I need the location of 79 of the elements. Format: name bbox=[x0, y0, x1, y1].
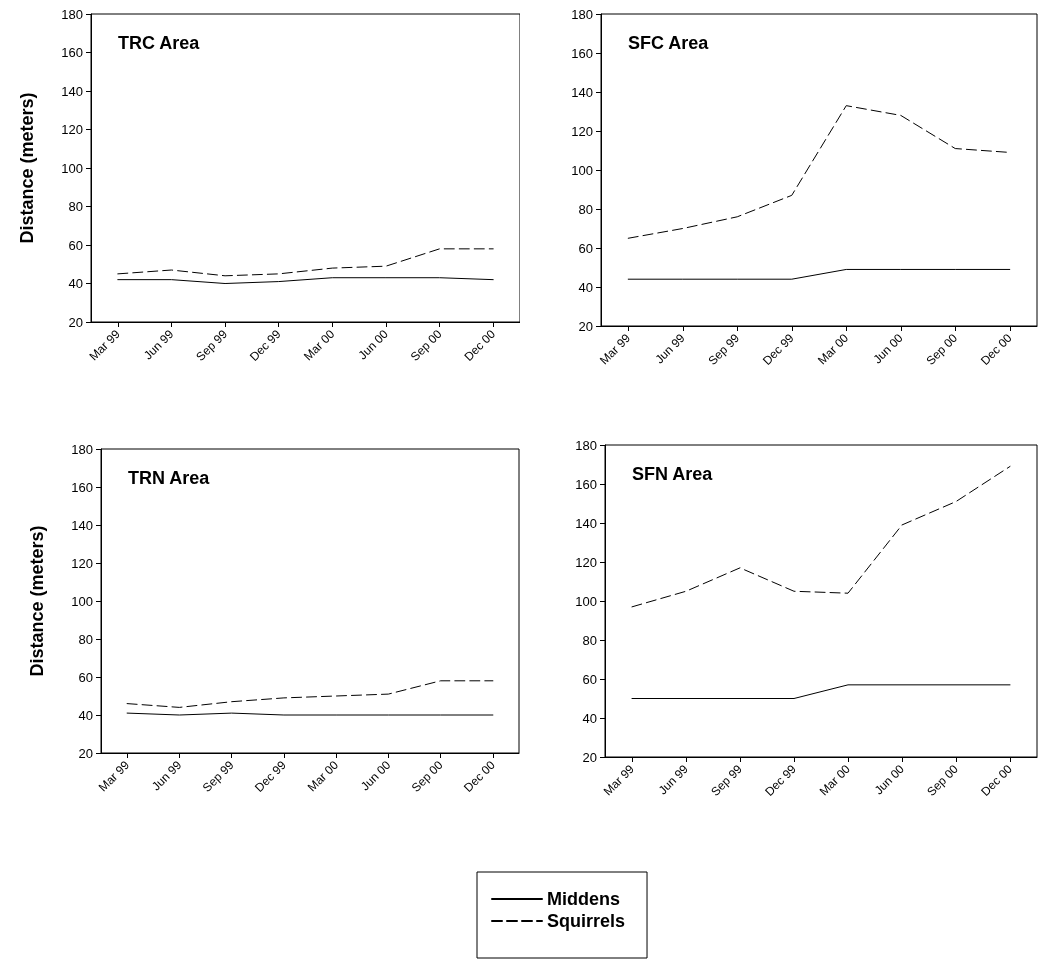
x-tick-label: Jun 00 bbox=[355, 326, 392, 363]
y-tick-label: 80 bbox=[78, 631, 93, 647]
x-tick-label: Sep 99 bbox=[193, 326, 231, 364]
y-tick-label: 60 bbox=[582, 671, 597, 687]
x-tick-label: Dec 99 bbox=[252, 757, 290, 795]
x-tick-label: Mar 99 bbox=[600, 761, 638, 799]
x-tick-label: Jun 00 bbox=[871, 761, 908, 798]
y-tick-label: 180 bbox=[571, 6, 593, 22]
y-tick-label: 160 bbox=[61, 45, 83, 60]
x-tick-label: Sep 99 bbox=[199, 757, 237, 795]
x-tick-label: Sep 99 bbox=[708, 761, 746, 799]
y-tick-label: 120 bbox=[71, 555, 93, 571]
x-tick-label: Jun 99 bbox=[141, 326, 177, 363]
y-tick-label: 40 bbox=[582, 710, 597, 726]
text: SFN Area bbox=[632, 464, 714, 484]
y-tick-label: 100 bbox=[575, 593, 597, 609]
y-tick-label: 40 bbox=[578, 279, 593, 295]
x-tick-label: Jun 00 bbox=[870, 330, 906, 367]
x-tick-label: Mar 99 bbox=[86, 326, 123, 364]
legend-label: Middens bbox=[547, 889, 621, 909]
y-tick-label: 60 bbox=[578, 240, 593, 256]
y-tick-label: 40 bbox=[78, 707, 93, 723]
x-tick-label: Jun 99 bbox=[148, 757, 185, 794]
y-tick-label: 80 bbox=[68, 199, 83, 214]
y-tick-label: 60 bbox=[68, 237, 83, 253]
x-tick-label: Mar 99 bbox=[95, 757, 133, 795]
x-tick-label: Dec 99 bbox=[246, 326, 284, 364]
x-tick-label: Sep 00 bbox=[408, 757, 446, 795]
y-tick-label: 140 bbox=[571, 84, 593, 100]
y-tick-label: 60 bbox=[78, 669, 93, 685]
x-tick-label: Dec 00 bbox=[461, 757, 499, 795]
x-tick-label: Mar 00 bbox=[816, 761, 854, 799]
x-tick-label: Mar 00 bbox=[814, 330, 852, 368]
y-tick-label: 20 bbox=[582, 749, 597, 765]
x-tick-label: Dec 99 bbox=[759, 330, 797, 368]
y-tick-label: 120 bbox=[575, 554, 597, 570]
x-tick-label: Sep 99 bbox=[705, 330, 743, 368]
x-tick-label: Dec 00 bbox=[978, 761, 1016, 799]
line-series bbox=[631, 465, 1011, 608]
y-tick-label: 160 bbox=[71, 479, 93, 495]
y-tick-label: 20 bbox=[78, 745, 93, 761]
y-axis-title: Distance (meters) bbox=[17, 92, 37, 244]
line-series bbox=[117, 248, 494, 277]
x-tick-label: Mar 99 bbox=[596, 330, 634, 368]
y-tick-label: 80 bbox=[582, 632, 597, 648]
y-tick-label: 160 bbox=[575, 476, 597, 492]
y-tick-label: 140 bbox=[71, 517, 93, 533]
text: SFC Area bbox=[628, 33, 710, 53]
y-tick-label: 20 bbox=[578, 318, 593, 334]
x-tick-label: Jun 00 bbox=[357, 757, 394, 794]
y-tick-label: 100 bbox=[571, 162, 593, 178]
y-tick-label: 140 bbox=[61, 83, 83, 99]
legend-label: Squirrels bbox=[547, 911, 626, 931]
y-tick-label: 180 bbox=[575, 437, 597, 453]
x-tick-label: Dec 99 bbox=[762, 761, 800, 799]
x-tick-label: Dec 00 bbox=[977, 330, 1015, 368]
y-tick-label: 180 bbox=[61, 6, 83, 22]
y-tick-label: 160 bbox=[571, 45, 593, 61]
x-tick-label: Sep 00 bbox=[924, 761, 962, 799]
y-tick-label: 20 bbox=[68, 314, 83, 330]
line-series bbox=[126, 680, 494, 708]
y-tick-label: 120 bbox=[61, 122, 83, 137]
x-tick-label: Dec 00 bbox=[461, 326, 499, 364]
text: TRN Area bbox=[128, 468, 211, 488]
x-tick-label: Mar 00 bbox=[300, 326, 338, 364]
text: TRC Area bbox=[118, 33, 201, 53]
y-axis-title: Distance (meters) bbox=[27, 525, 47, 677]
y-tick-label: 140 bbox=[575, 515, 597, 531]
x-tick-label: Sep 00 bbox=[923, 330, 961, 368]
y-tick-label: 80 bbox=[578, 201, 593, 217]
y-tick-label: 180 bbox=[71, 441, 93, 457]
y-tick-label: 100 bbox=[61, 160, 83, 176]
y-tick-label: 120 bbox=[571, 123, 593, 139]
x-tick-label: Mar 00 bbox=[304, 757, 342, 795]
x-tick-label: Jun 99 bbox=[652, 330, 688, 367]
y-tick-label: 40 bbox=[68, 276, 83, 291]
x-tick-label: Jun 99 bbox=[655, 761, 692, 798]
x-tick-label: Sep 00 bbox=[407, 326, 445, 364]
y-tick-label: 100 bbox=[71, 593, 93, 609]
